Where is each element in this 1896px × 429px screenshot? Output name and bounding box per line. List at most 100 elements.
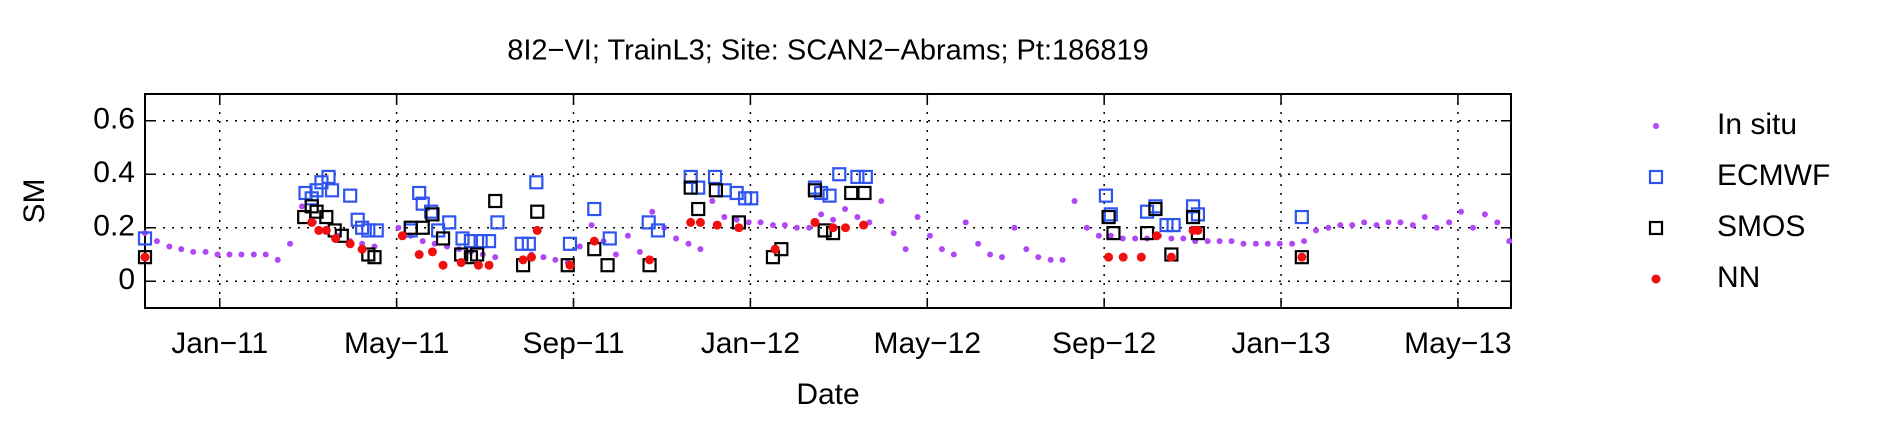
marker-square	[650, 223, 666, 238]
marker-square	[488, 193, 503, 209]
y-tick-label: 0.2	[93, 210, 135, 243]
marker-square	[708, 183, 723, 198]
marker-square	[857, 185, 872, 201]
marker-dot	[1180, 235, 1187, 242]
marker-dot	[298, 203, 305, 210]
marker-square	[1185, 209, 1201, 225]
marker-dot	[914, 214, 921, 221]
marker-dot	[649, 208, 656, 215]
marker-dot	[733, 216, 740, 223]
marker-dot	[793, 224, 800, 231]
marker-dot	[1301, 238, 1308, 245]
marker-dot	[214, 251, 221, 258]
marker-dot	[274, 256, 281, 263]
marker-dot	[1107, 232, 1114, 239]
marker-dot	[1481, 211, 1488, 218]
marker-dot	[1469, 224, 1476, 231]
marker-dot	[685, 240, 692, 247]
marker-square	[473, 234, 488, 249]
marker-circle	[473, 260, 483, 270]
marker-circle	[770, 244, 780, 254]
marker-square	[858, 169, 873, 185]
marker-circle	[307, 217, 317, 227]
marker-dot	[1216, 238, 1223, 245]
marker-dot	[975, 240, 982, 247]
marker-dot	[1023, 246, 1030, 253]
marker-dot	[902, 246, 909, 253]
x-tick-label: May−12	[873, 327, 981, 360]
marker-dot	[1047, 256, 1054, 263]
marker-square	[600, 258, 615, 273]
marker-dot	[721, 214, 728, 221]
marker-circle	[1297, 252, 1307, 262]
plot-frame	[144, 93, 1512, 309]
marker-circle	[532, 225, 542, 235]
marker-square	[490, 215, 505, 230]
marker-square	[442, 215, 457, 230]
marker-circle	[357, 244, 367, 254]
marker-dot	[1397, 219, 1404, 226]
marker-square	[691, 201, 706, 217]
marker-dot	[612, 251, 619, 258]
marker-square	[587, 201, 602, 217]
marker-circle	[1118, 252, 1128, 262]
x-tick-label: May−13	[1404, 327, 1512, 360]
marker-dot	[287, 240, 294, 247]
marker-circle	[1166, 252, 1176, 262]
marker-square	[1139, 226, 1155, 241]
marker-circle	[645, 255, 655, 265]
marker-dot	[842, 206, 849, 213]
marker-dot	[1349, 222, 1356, 229]
marker-dot	[769, 222, 776, 229]
marker-dot	[999, 254, 1006, 261]
x-axis-label: Date	[796, 378, 859, 411]
marker-dot	[1446, 219, 1453, 226]
marker-dot	[1433, 224, 1440, 231]
marker-dot	[697, 246, 704, 253]
marker-circle	[140, 252, 150, 262]
marker-dot	[1264, 240, 1271, 247]
marker-dot	[226, 251, 233, 258]
marker-square	[309, 183, 324, 198]
marker-square	[463, 234, 479, 249]
marker-square	[304, 191, 319, 206]
marker-square	[361, 223, 376, 238]
marker-circle	[695, 217, 705, 227]
marker-dot	[806, 224, 813, 231]
marker-square	[691, 180, 706, 195]
marker-square	[602, 231, 617, 246]
marker-square	[562, 236, 578, 251]
marker-dot	[830, 216, 837, 223]
marker-dot	[1385, 219, 1392, 226]
marker-square	[431, 223, 446, 238]
marker-square	[832, 167, 847, 182]
marker-dot	[190, 248, 197, 255]
marker-dot	[1653, 123, 1659, 129]
y-tick-label: 0.4	[93, 156, 135, 189]
marker-dot	[1361, 219, 1368, 226]
marker-square	[455, 231, 470, 246]
marker-dot	[202, 248, 209, 255]
marker-square	[1648, 169, 1664, 185]
marker-circle	[526, 252, 536, 262]
marker-square	[521, 236, 536, 251]
marker-circle	[859, 220, 869, 230]
x-tick-label: Sep−11	[522, 327, 624, 360]
marker-dot	[745, 219, 752, 226]
marker-square	[683, 180, 698, 195]
marker-dot	[492, 254, 499, 261]
marker-circle	[1136, 252, 1146, 262]
marker-square	[1106, 226, 1121, 241]
marker-square	[1648, 220, 1664, 236]
marker-dot	[178, 246, 185, 253]
marker-dot	[250, 251, 257, 258]
marker-dot	[950, 251, 957, 258]
marker-circle	[345, 239, 355, 249]
marker-dot	[552, 256, 559, 263]
marker-square	[137, 250, 153, 265]
marker-circle	[1104, 252, 1114, 262]
marker-dot	[673, 235, 680, 242]
marker-dot	[1409, 222, 1416, 229]
marker-dot	[153, 238, 160, 245]
marker-square	[470, 247, 485, 262]
